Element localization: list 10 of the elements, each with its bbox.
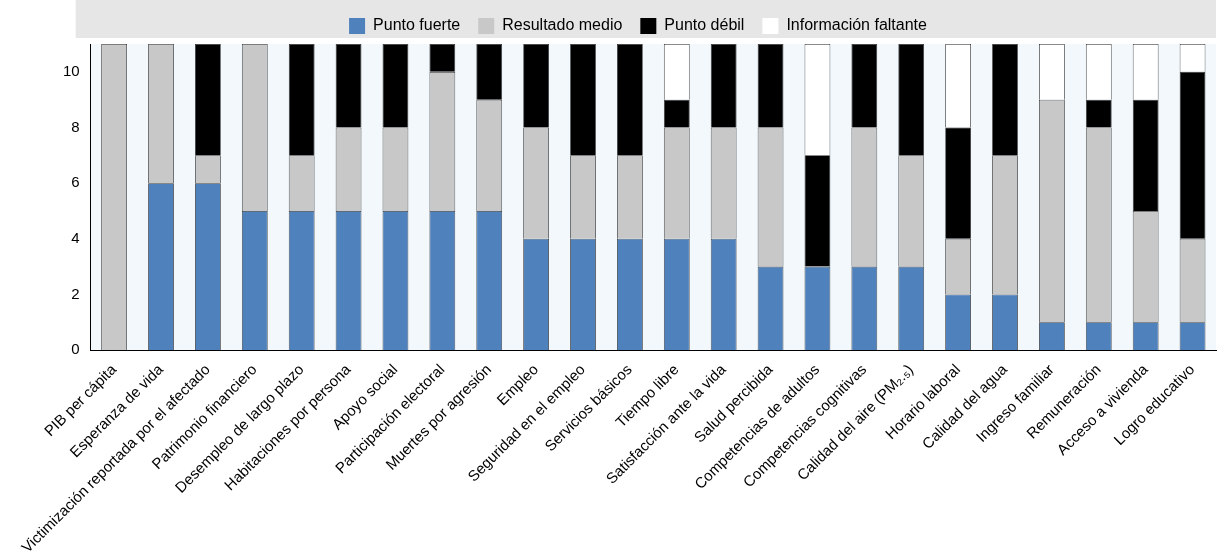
y-tick-label: 4: [71, 228, 80, 246]
y-tick-label: 8: [71, 117, 80, 135]
y-tick-label: 10: [63, 61, 80, 79]
legend-label: Punto fuerte: [373, 16, 461, 34]
legend-label: Punto débil: [664, 16, 745, 34]
y-tick-label: 0: [71, 340, 80, 358]
legend-label: Resultado medio: [502, 16, 623, 34]
legend-label: Información faltante: [786, 16, 928, 34]
y-tick-label: 2: [71, 284, 80, 302]
y-tick-label: 6: [71, 173, 80, 191]
